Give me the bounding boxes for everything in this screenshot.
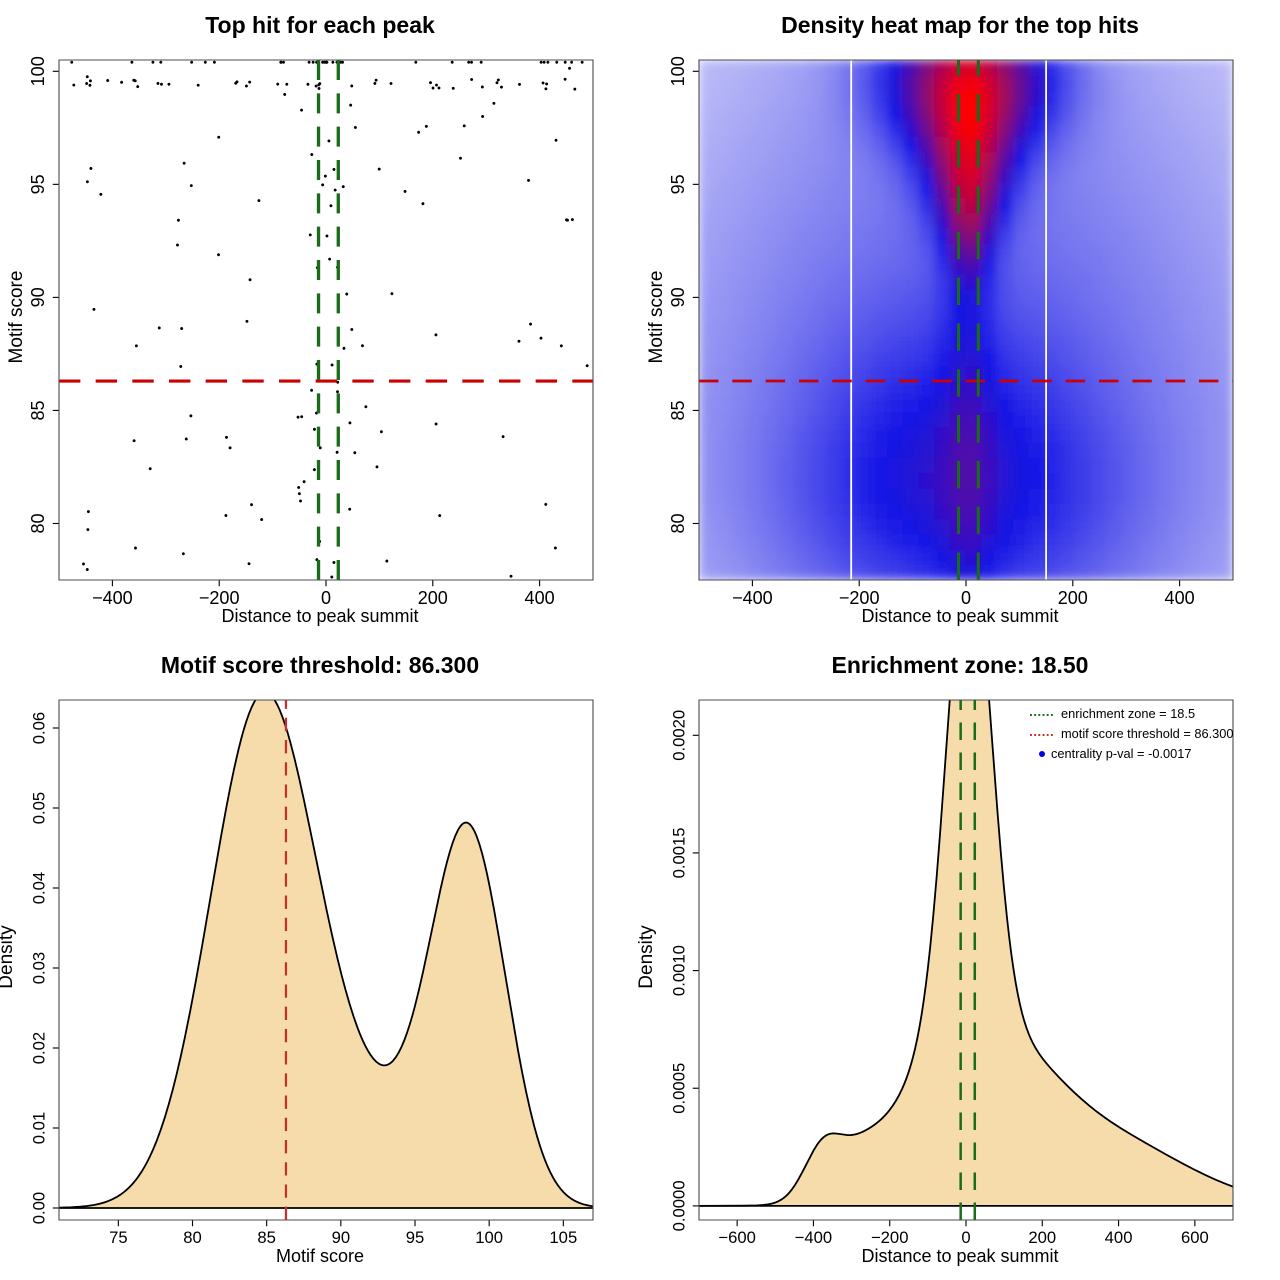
svg-text:0.0010: 0.0010 — [669, 945, 688, 996]
svg-text:90: 90 — [332, 1228, 351, 1247]
svg-text:80: 80 — [668, 513, 688, 533]
svg-text:600: 600 — [1181, 1228, 1209, 1247]
svg-text:0.05: 0.05 — [29, 792, 48, 824]
svg-text:200: 200 — [1028, 1228, 1056, 1247]
svg-text:95: 95 — [28, 174, 48, 194]
svg-text:90: 90 — [28, 287, 48, 307]
svg-text:85: 85 — [28, 400, 48, 420]
svg-text:0.01: 0.01 — [29, 1112, 48, 1144]
svg-text:0.00: 0.00 — [29, 1192, 48, 1224]
svg-text:90: 90 — [668, 287, 688, 307]
svg-text:100: 100 — [475, 1228, 503, 1247]
svg-text:0.0020: 0.0020 — [669, 710, 688, 761]
svg-text:75: 75 — [109, 1228, 128, 1247]
svg-text:95: 95 — [406, 1228, 425, 1247]
svg-text:0.03: 0.03 — [29, 952, 48, 984]
svg-text:0.0000: 0.0000 — [669, 1180, 688, 1231]
svg-text:0.0015: 0.0015 — [669, 827, 688, 878]
svg-text:−600: −600 — [718, 1228, 756, 1247]
svg-text:0.02: 0.02 — [29, 1032, 48, 1064]
svg-text:0.04: 0.04 — [29, 872, 48, 904]
svg-text:85: 85 — [257, 1228, 276, 1247]
svg-text:0.06: 0.06 — [29, 712, 48, 744]
svg-text:−200: −200 — [871, 1228, 909, 1247]
svg-text:−400: −400 — [795, 1228, 833, 1247]
svg-text:95: 95 — [668, 174, 688, 194]
svg-text:0: 0 — [961, 1228, 970, 1247]
svg-text:105: 105 — [549, 1228, 577, 1247]
svg-text:80: 80 — [183, 1228, 202, 1247]
svg-text:100: 100 — [668, 56, 688, 86]
svg-text:100: 100 — [28, 56, 48, 86]
svg-text:0.0005: 0.0005 — [669, 1063, 688, 1114]
svg-text:400: 400 — [1105, 1228, 1133, 1247]
svg-text:80: 80 — [28, 513, 48, 533]
svg-text:85: 85 — [668, 400, 688, 420]
